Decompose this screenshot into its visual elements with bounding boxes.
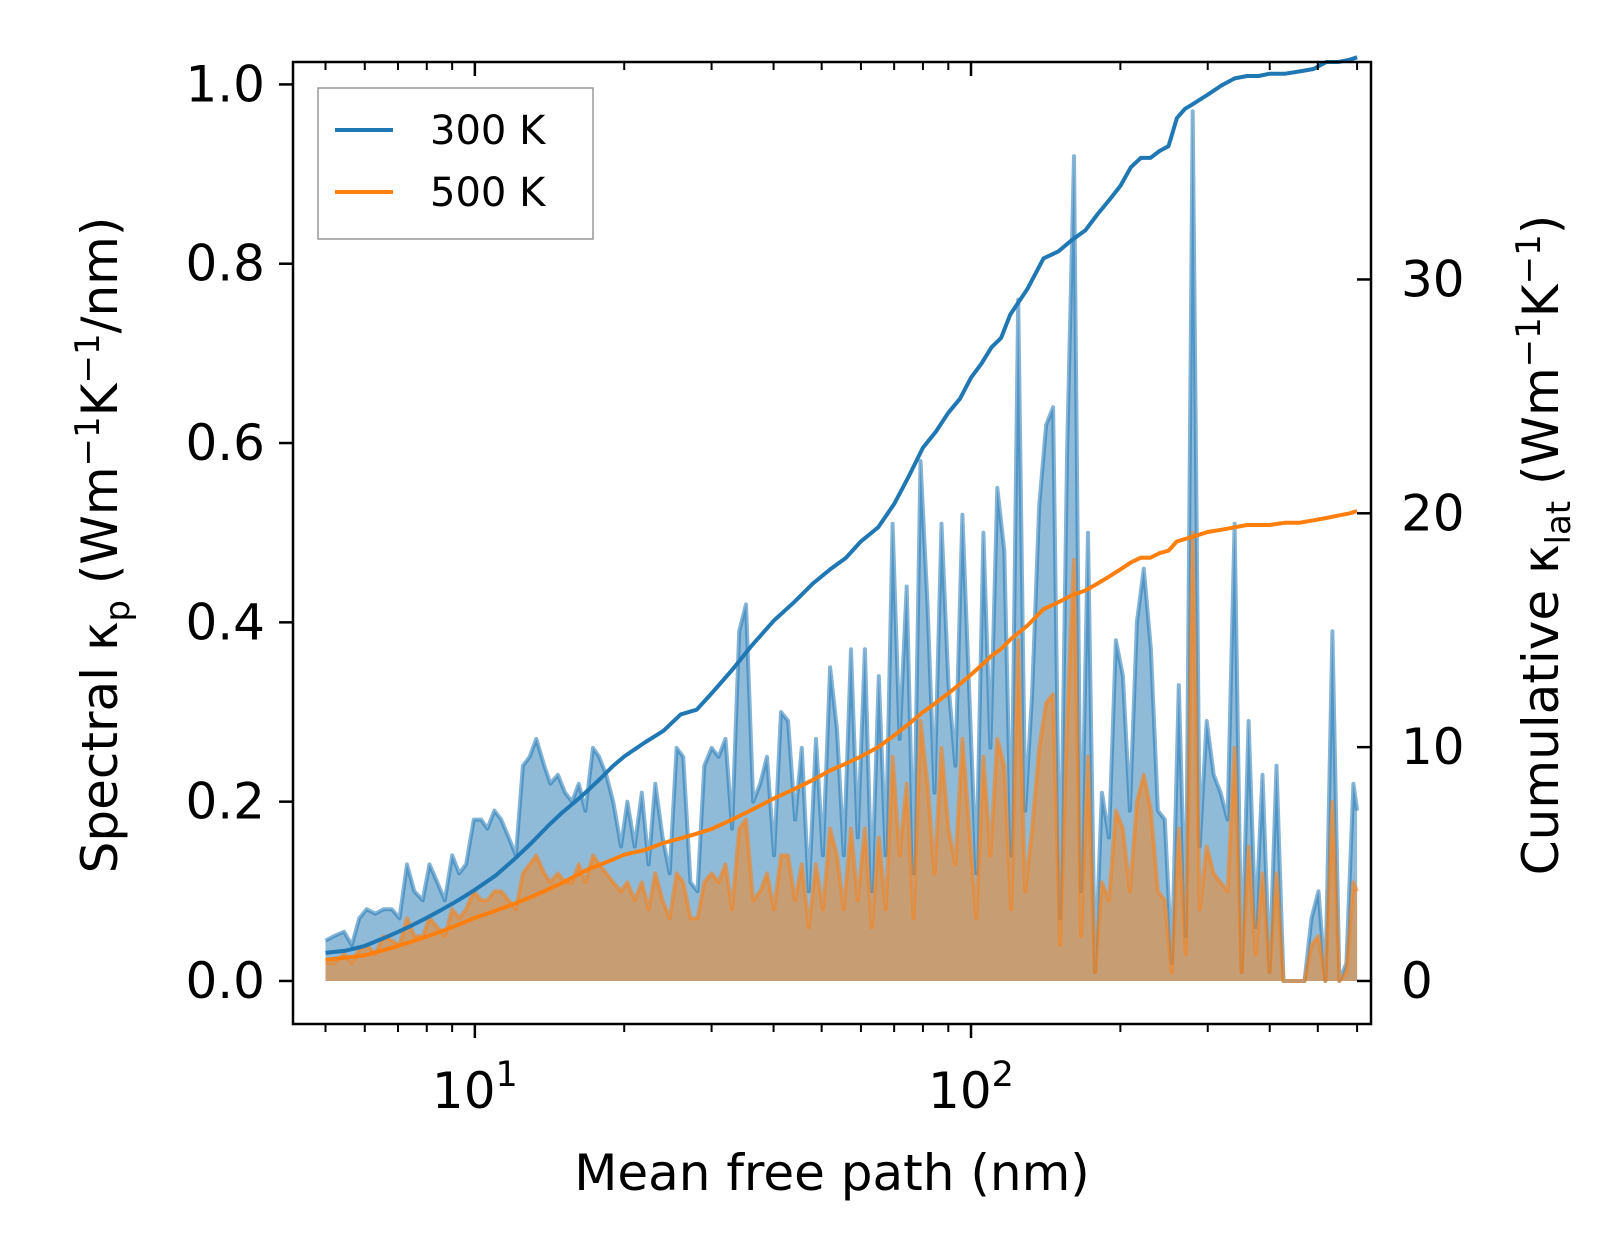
- y-axis-right-title: Cumulative κlat (Wm−1K−1): [1509, 215, 1579, 875]
- plot-frame: [291, 60, 1373, 1026]
- x-tick-label: 101: [432, 1055, 518, 1120]
- cumulative-line-500k: [325, 509, 1358, 962]
- y-axis-left-title: Spectral κp (Wm−1K−1/nm): [68, 217, 138, 874]
- cumulative-line-300k: [325, 55, 1358, 955]
- tick-labels: 0.0 0.2 0.4 0.6 0.8 1.0 0 10 20 30 101 102: [185, 55, 1464, 1120]
- y-right-tick-label: 0: [1401, 952, 1433, 1010]
- y-left-tick-label: 0.8: [185, 235, 265, 293]
- y-left-tick-label: 0.6: [185, 414, 265, 472]
- y-left-tick-label: 1.0: [185, 55, 265, 113]
- y-left-tick-label: 0.0: [185, 952, 265, 1010]
- y-right-tick-label: 30: [1401, 250, 1465, 308]
- y-right-tick-label: 10: [1401, 718, 1465, 776]
- axis-ticks: [279, 62, 1371, 1038]
- x-axis-title: Mean free path (nm): [574, 1144, 1090, 1202]
- spectral-line-300k: [324, 109, 1360, 983]
- plot-series: [324, 55, 1360, 983]
- legend-label-300k: 300 K: [430, 108, 547, 154]
- legend-label-500k: 500 K: [430, 170, 547, 216]
- y-left-tick-label: 0.2: [185, 773, 265, 831]
- legend: 300 K 500 K: [317, 87, 594, 240]
- legend-box: [317, 87, 594, 240]
- y-left-tick-label: 0.4: [185, 593, 265, 651]
- x-tick-label: 102: [928, 1055, 1014, 1120]
- y-right-tick-label: 20: [1401, 484, 1465, 542]
